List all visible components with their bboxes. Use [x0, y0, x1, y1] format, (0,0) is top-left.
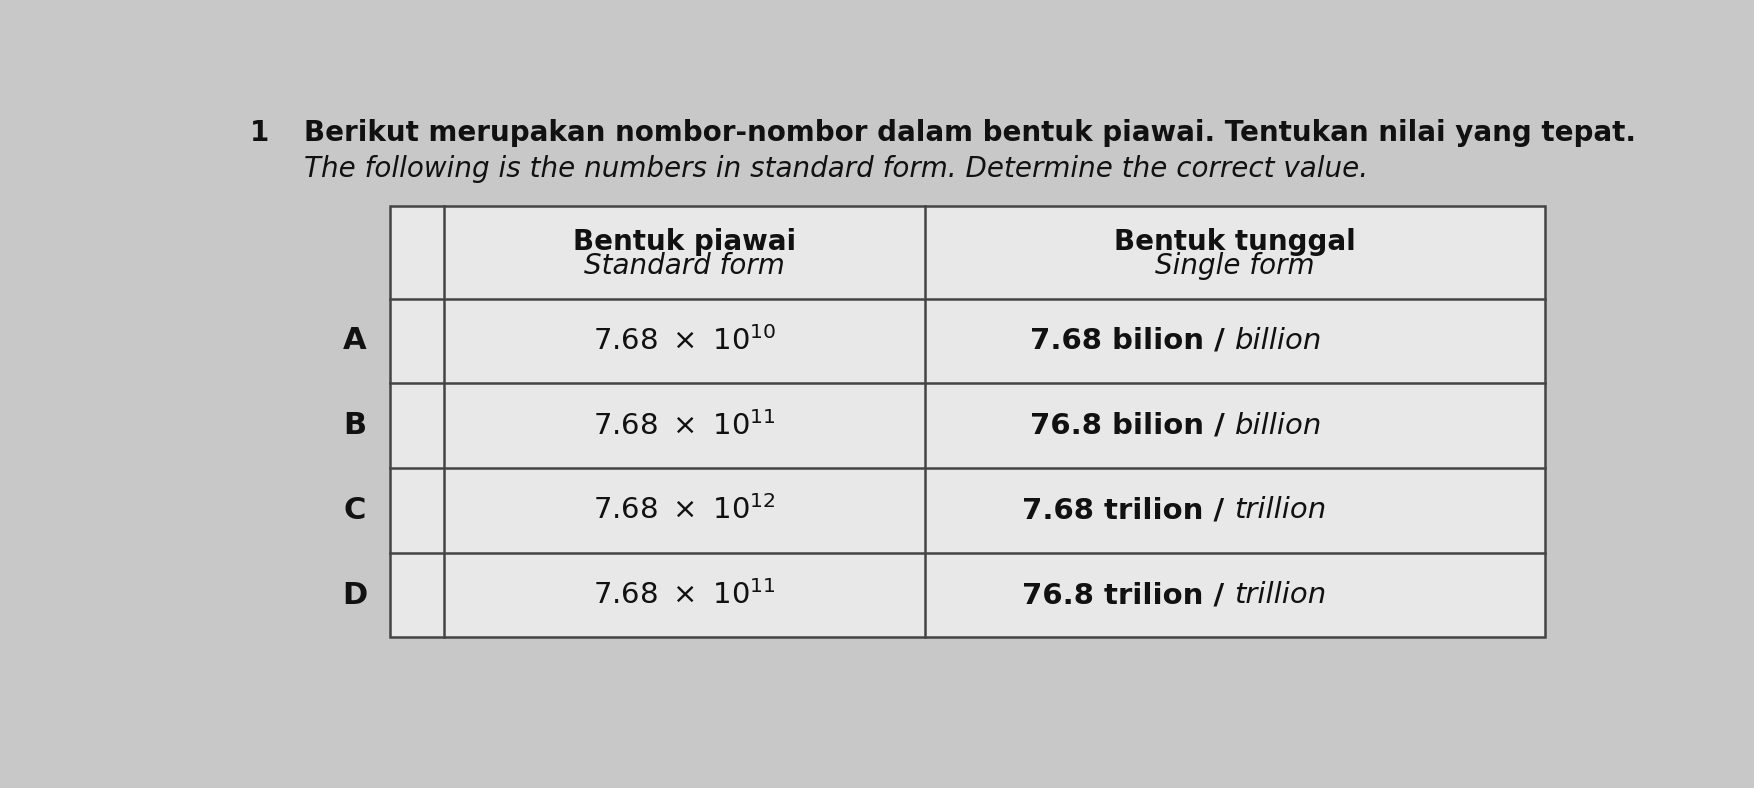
Text: Standard form: Standard form	[584, 252, 784, 281]
Text: A: A	[344, 326, 367, 355]
Text: Bentuk tunggal: Bentuk tunggal	[1114, 228, 1356, 255]
Text: trillion: trillion	[1235, 496, 1326, 524]
Text: 76.8 bilion /: 76.8 bilion /	[1030, 411, 1235, 440]
Text: B: B	[344, 411, 367, 440]
Text: Berikut merupakan nombor-nombor dalam bentuk piawai. Tentukan nilai yang tepat.: Berikut merupakan nombor-nombor dalam be…	[305, 119, 1636, 147]
Text: Bentuk piawai: Bentuk piawai	[574, 228, 796, 255]
Text: $\mathregular{7.68\ \times\ 10^{12}}$: $\mathregular{7.68\ \times\ 10^{12}}$	[593, 496, 775, 526]
Bar	[389, 206, 1545, 637]
Text: trillion: trillion	[1235, 581, 1326, 609]
Text: billion: billion	[1235, 327, 1323, 355]
Text: 76.8 trilion /: 76.8 trilion /	[1023, 581, 1235, 609]
Text: $\mathregular{7.68\ \times\ 10^{11}}$: $\mathregular{7.68\ \times\ 10^{11}}$	[593, 580, 775, 610]
Text: $\mathregular{7.68\ \times\ 10^{10}}$: $\mathregular{7.68\ \times\ 10^{10}}$	[593, 326, 775, 356]
Text: Single form: Single form	[1154, 252, 1314, 281]
Text: $\mathregular{7.68\ \times\ 10^{11}}$: $\mathregular{7.68\ \times\ 10^{11}}$	[593, 411, 775, 440]
Text: 7.68 bilion /: 7.68 bilion /	[1030, 327, 1235, 355]
Text: 1: 1	[251, 119, 270, 147]
Text: D: D	[342, 581, 368, 610]
Text: The following is the numbers in standard form. Determine the correct value.: The following is the numbers in standard…	[305, 154, 1368, 183]
Text: billion: billion	[1235, 411, 1323, 440]
Text: 7.68 trilion /: 7.68 trilion /	[1023, 496, 1235, 524]
Text: C: C	[344, 496, 367, 525]
